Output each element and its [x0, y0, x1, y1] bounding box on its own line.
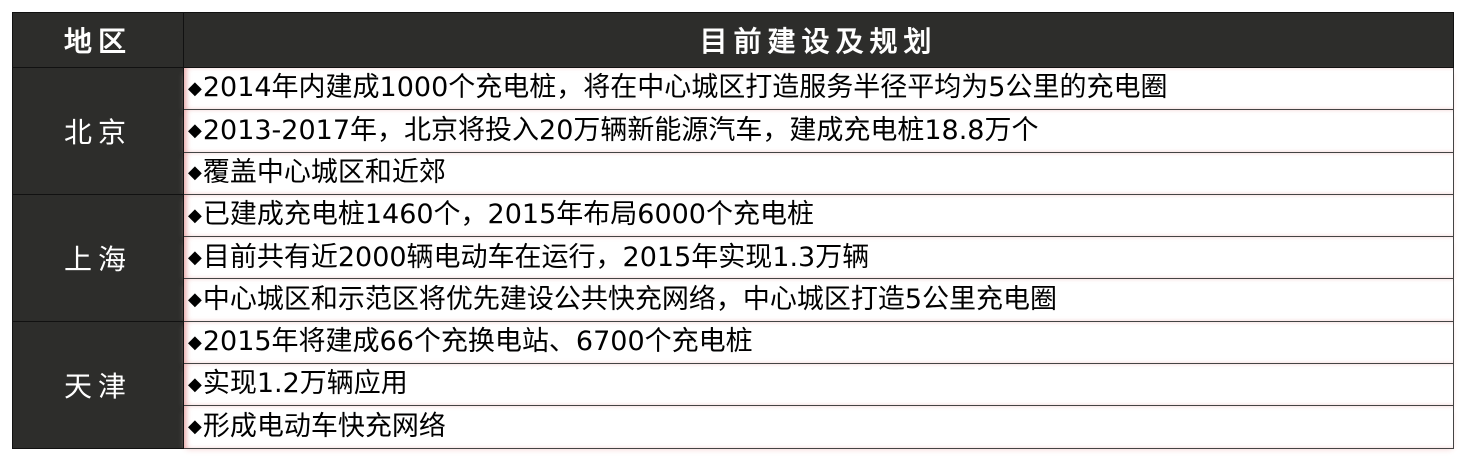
- plan-item: ◆2013-2017年，北京将投入20万辆新能源汽车，建成充电桩18.8万个: [183, 109, 1454, 153]
- diamond-bullet-icon: ◆: [188, 162, 202, 184]
- plan-item-text: 2013-2017年，北京将投入20万辆新能源汽车，建成充电桩18.8万个: [202, 114, 1039, 146]
- plan-item: ◆中心城区和示范区将优先建设公共快充网络，中心城区打造5公里充电圈: [183, 278, 1454, 322]
- plan-item: ◆覆盖中心城区和近郊: [183, 151, 1454, 195]
- plan-item-text: 实现1.2万辆应用: [202, 368, 408, 400]
- table-row: 北京 ◆2014年内建成1000个充电桩，将在中心城区打造服务半径平均为5公里的充…: [12, 66, 1454, 195]
- table-row: 天津 ◆2015年将建成66个充换电站、6700个充电桩: [12, 320, 1454, 449]
- diamond-bullet-icon: ◆: [188, 331, 202, 353]
- diamond-bullet-icon: ◆: [188, 289, 202, 311]
- diamond-bullet-icon: ◆: [188, 247, 202, 269]
- diamond-bullet-icon: ◆: [188, 77, 202, 99]
- diamond-bullet-icon: ◆: [188, 120, 202, 142]
- region-cell: 北京: [12, 67, 184, 195]
- plan-item-text: 形成电动车快充网络: [202, 410, 446, 442]
- plan-item-text: 2015年将建成66个充换电站、6700个充电桩: [202, 326, 753, 358]
- table-row: ◆覆盖中心城区和近郊: [13, 151, 1454, 195]
- plan-item-text: 已建成充电桩1460个，2015年布局6000个充电桩: [202, 199, 814, 231]
- plan-item: ◆已建成充电桩1460个，2015年布局6000个充电桩: [183, 193, 1454, 238]
- table-row: ◆目前共有近2000辆电动车在运行，2015年实现1.3万辆: [13, 236, 1454, 280]
- table-row: ◆中心城区和示范区将优先建设公共快充网络，中心城区打造5公里充电圈: [13, 278, 1454, 322]
- plan-item-text: 目前共有近2000辆电动车在运行，2015年实现1.3万辆: [202, 241, 870, 273]
- plan-item: ◆形成电动车快充网络: [183, 405, 1454, 449]
- header-region: 地区: [12, 12, 184, 68]
- diamond-bullet-icon: ◆: [188, 416, 202, 438]
- region-cell: 上海: [12, 193, 184, 322]
- plan-item-text: 中心城区和示范区将优先建设公共快充网络，中心城区打造5公里充电圈: [202, 283, 1058, 315]
- diamond-bullet-icon: ◆: [188, 204, 202, 226]
- plan-item: ◆目前共有近2000辆电动车在运行，2015年实现1.3万辆: [183, 236, 1454, 280]
- header-row: 地区 目前建设及规划: [12, 12, 1454, 68]
- region-cell: 天津: [12, 320, 184, 449]
- table-row: ◆2013-2017年，北京将投入20万辆新能源汽车，建成充电桩18.8万个: [13, 109, 1454, 153]
- plan-item: ◆2014年内建成1000个充电桩，将在中心城区打造服务半径平均为5公里的充电圈: [183, 66, 1454, 111]
- plan-item-text: 覆盖中心城区和近郊: [202, 156, 446, 188]
- plan-item: ◆实现1.2万辆应用: [183, 363, 1454, 407]
- header-plan: 目前建设及规划: [183, 12, 1454, 68]
- plan-table: 地区 目前建设及规划 北京 ◆2014年内建成1000个充电桩，将在中心城区打造服…: [12, 12, 1454, 449]
- diamond-bullet-icon: ◆: [188, 373, 202, 395]
- plan-item-text: 2014年内建成1000个充电桩，将在中心城区打造服务半径平均为5公里的充电圈: [202, 72, 1168, 104]
- table-row: ◆实现1.2万辆应用: [13, 363, 1454, 407]
- plan-item: ◆2015年将建成66个充换电站、6700个充电桩: [183, 320, 1454, 365]
- table-row: 上海 ◆已建成充电桩1460个，2015年布局6000个充电桩: [12, 193, 1454, 322]
- table-row: ◆形成电动车快充网络: [13, 405, 1454, 449]
